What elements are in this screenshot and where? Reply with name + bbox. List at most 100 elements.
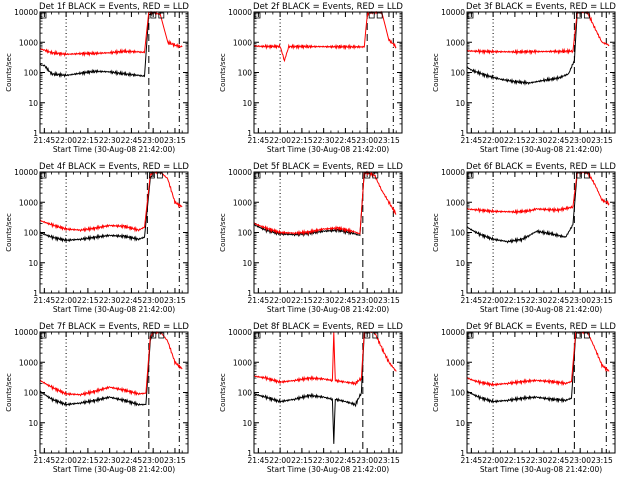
x-tick-label: 23:15 [591,136,613,145]
corner-marker [467,332,474,339]
x-tick-label: 22:15 [504,136,526,145]
x-tick-label: 21:45 [248,136,270,145]
plot-frame [466,331,616,454]
x-axis-title: Start Time (30-Aug-08 21:42:00) [53,305,175,314]
x-tick-label: 23:00 [356,296,378,305]
x-tick-label: 22:45 [121,456,143,465]
x-tick-label: 23:00 [356,456,378,465]
x-axis-title: Start Time (30-Aug-08 21:42:00) [267,145,389,154]
y-tick-label: 10 [455,419,465,428]
x-tick-label: 22:30 [526,456,548,465]
corner-marker [40,332,47,339]
segment-marker [583,12,590,19]
panel-title: Det 1f BLACK = Events, RED = LLD [39,2,189,12]
x-tick-label: 22:00 [482,296,504,305]
x-tick-label: 21:45 [248,456,270,465]
x-tick-label: 22:00 [269,456,291,465]
y-tick-label: 10000 [441,8,465,17]
y-tick-label: 1000 [19,198,38,207]
x-tick-label: 22:30 [313,456,335,465]
y-axis-title: Counts/sec [5,213,13,252]
detector-panel: Det 8f BLACK = Events, RED = LLD Counts/s… [219,322,403,474]
y-tick-label: 100 [24,229,39,238]
x-tick-label: 23:15 [164,296,186,305]
y-tick-label: 10 [28,259,38,268]
plot-frame [39,171,189,294]
segment-marker [376,12,383,19]
x-tick-label: 22:45 [548,296,570,305]
y-tick-label: 1 [247,289,252,298]
y-tick-label: 1000 [19,358,38,367]
plot-frame [39,11,189,134]
segment-marker [575,172,582,179]
lld-series-line [466,330,610,388]
y-axis-title: Counts/sec [5,53,13,92]
y-tick-label: 1000 [233,198,252,207]
events-series-line [39,10,154,78]
x-tick-label: 21:45 [34,136,56,145]
x-tick-label: 22:15 [291,456,313,465]
segment-marker [583,172,590,179]
x-tick-label: 23:15 [378,456,400,465]
x-tick-label: 22:00 [269,296,291,305]
x-tick-label: 22:45 [335,296,357,305]
y-tick-label: 10000 [228,8,252,17]
x-tick-label: 21:45 [34,296,56,305]
detector-panel: Det 5f BLACK = Events, RED = LLD Counts/s… [219,162,403,314]
x-tick-label: 22:15 [291,136,313,145]
plot-frame [466,171,616,294]
segment-marker [364,172,371,179]
y-tick-label: 10 [28,99,38,108]
corner-marker [467,172,474,179]
lld-series-line [253,10,397,63]
x-tick-label: 22:30 [313,296,335,305]
y-axis-title: Counts/sec [219,213,227,252]
corner-marker [254,172,261,179]
corner-marker [467,12,474,19]
y-tick-label: 100 [238,69,253,78]
x-tick-label: 23:00 [569,296,591,305]
y-axis-title: Counts/sec [5,373,13,412]
segment-marker [150,12,157,19]
x-tick-label: 22:30 [99,456,121,465]
x-tick-label: 23:15 [591,296,613,305]
y-tick-label: 10 [455,259,465,268]
detector-panel: Det 4f BLACK = Events, RED = LLD Counts/s… [5,162,189,314]
y-tick-label: 100 [238,229,253,238]
x-tick-label: 22:45 [335,456,357,465]
x-tick-label: 23:00 [569,136,591,145]
panel-title: Det 6f BLACK = Events, RED = LLD [466,162,616,172]
x-tick-label: 23:00 [142,296,164,305]
detector-panel: Det 2f BLACK = Events, RED = LLD Counts/s… [219,2,403,154]
panel-title: Det 9f BLACK = Events, RED = LLD [466,322,616,332]
y-tick-label: 10 [242,419,252,428]
segment-marker [158,12,165,19]
x-tick-label: 23:15 [591,456,613,465]
x-tick-label: 22:30 [313,136,335,145]
y-tick-label: 100 [24,389,39,398]
x-axis-title: Start Time (30-Aug-08 21:42:00) [267,305,389,314]
y-tick-label: 10000 [14,168,38,177]
x-tick-label: 22:45 [335,136,357,145]
lld-series-line [253,170,397,236]
corner-marker [40,172,47,179]
y-tick-label: 1000 [233,38,252,47]
x-tick-label: 23:15 [378,136,400,145]
plot-frame [253,11,403,134]
x-axis-title: Start Time (30-Aug-08 21:42:00) [480,145,602,154]
panel-title: Det 7f BLACK = Events, RED = LLD [39,322,189,332]
x-tick-label: 21:45 [461,136,483,145]
x-tick-label: 23:00 [142,136,164,145]
detector-panel: Det 7f BLACK = Events, RED = LLD Counts/s… [5,322,189,474]
x-tick-label: 22:30 [99,136,121,145]
lld-series-line [253,331,397,386]
x-tick-label: 22:45 [121,296,143,305]
x-axis-title: Start Time (30-Aug-08 21:42:00) [53,465,175,474]
y-tick-label: 10000 [228,168,252,177]
x-tick-label: 21:45 [248,296,270,305]
detector-panel: Det 9f BLACK = Events, RED = LLD Counts/s… [432,322,616,474]
x-tick-label: 22:30 [526,296,548,305]
y-tick-label: 10 [455,99,465,108]
y-tick-label: 10000 [14,8,38,17]
detector-panel: Det 1f BLACK = Events, RED = LLD Counts/s… [5,2,189,154]
